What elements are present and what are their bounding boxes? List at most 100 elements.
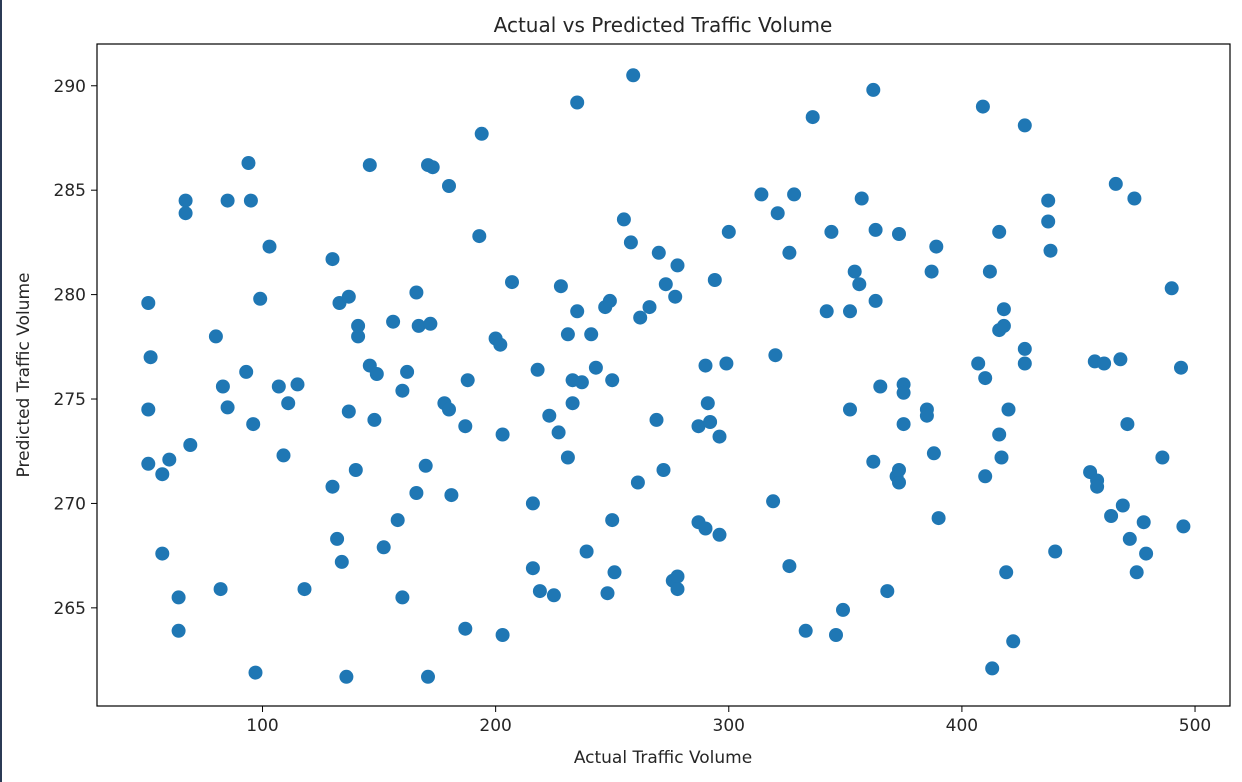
scatter-point — [143, 350, 158, 365]
scatter-point — [843, 402, 857, 417]
scatter-point — [409, 285, 424, 300]
scatter-point — [999, 565, 1014, 580]
scatter-point — [155, 467, 170, 482]
scatter-point — [220, 193, 235, 208]
scatter-point — [1164, 281, 1179, 296]
scatter-point — [996, 302, 1011, 317]
window-edge — [0, 0, 2, 782]
scatter-point — [411, 318, 426, 333]
scatter-point — [290, 377, 305, 392]
y-tick-label: 275 — [54, 390, 86, 410]
scatter-point — [341, 404, 356, 419]
scatter-point — [213, 582, 228, 597]
y-tick-label: 290 — [54, 77, 86, 97]
x-tick-label: 100 — [246, 716, 278, 736]
scatter-point — [892, 463, 906, 477]
scatter-point — [868, 222, 883, 237]
scatter-point — [239, 364, 254, 379]
scatter-point — [829, 628, 843, 642]
scatter-point — [605, 373, 620, 388]
scatter-point — [574, 375, 589, 390]
scatter-point — [703, 415, 718, 429]
scatter-point — [670, 582, 685, 597]
scatter-point — [155, 546, 170, 561]
scatter-point — [892, 475, 906, 490]
y-axis-label: Predicted Traffic Volume — [14, 273, 34, 478]
scatter-point — [847, 264, 862, 279]
scatter-point — [423, 316, 438, 331]
scatter-point — [1176, 519, 1191, 534]
scatter-point — [525, 496, 540, 511]
scatter-point — [805, 110, 820, 125]
scatter-point — [325, 479, 340, 494]
scatter-point — [852, 277, 867, 292]
scatter-point — [712, 429, 727, 444]
scatter-point — [642, 300, 657, 315]
scatter-point — [551, 425, 566, 440]
scatter-point — [1104, 509, 1119, 523]
scatter-point — [868, 293, 883, 308]
x-axis-label: Actual Traffic Volume — [574, 748, 752, 768]
x-tick-label: 400 — [946, 716, 978, 736]
scatter-point — [262, 239, 277, 254]
scatter-point — [474, 126, 489, 141]
scatter-point — [896, 385, 911, 400]
scatter-point — [495, 628, 510, 642]
scatter-point — [1001, 402, 1016, 417]
scatter-point — [1017, 356, 1032, 371]
scatter-point — [819, 304, 834, 319]
scatter-point — [472, 229, 487, 244]
y-tick-label: 265 — [54, 599, 86, 619]
scatter-point — [570, 95, 585, 110]
scatter-point — [495, 427, 510, 442]
scatter-point — [605, 513, 620, 528]
scatter-point — [668, 289, 683, 304]
scatter-point — [768, 348, 783, 363]
scatter-point — [584, 327, 599, 342]
scatter-point — [560, 327, 575, 342]
scatter-point — [276, 448, 291, 463]
scatter-point — [458, 419, 473, 434]
scatter-point — [553, 279, 568, 294]
scatter-point — [334, 554, 349, 569]
scatter-point — [530, 362, 545, 377]
scatter-point — [931, 511, 946, 526]
scatter-point — [171, 590, 186, 605]
scatter-point — [1115, 498, 1130, 513]
scatter-point — [766, 494, 781, 509]
scatter-point — [866, 454, 881, 469]
scatter-point — [348, 463, 363, 477]
scatter-point — [458, 621, 473, 636]
scatter-point — [994, 450, 1009, 465]
scatter-point — [395, 590, 410, 605]
y-tick-label: 270 — [54, 494, 86, 514]
scatter-point — [670, 569, 685, 584]
scatter-point — [978, 371, 993, 386]
scatter-point — [421, 669, 435, 684]
scatter-point — [579, 544, 594, 559]
scatter-point — [623, 235, 638, 250]
scatter-point — [325, 252, 340, 267]
scatter-point — [588, 360, 603, 375]
scatter-point — [798, 623, 813, 638]
scatter-point — [1017, 341, 1032, 356]
scatter-point — [339, 669, 354, 684]
scatter-point — [241, 156, 256, 170]
scatter-point — [442, 179, 456, 193]
scatter-point — [369, 367, 384, 381]
scatter-point — [892, 227, 906, 241]
scatter-point — [442, 402, 456, 417]
scatter-point — [390, 513, 405, 528]
scatter-point — [926, 446, 941, 461]
scatter-point — [246, 417, 261, 432]
scatter-point — [670, 258, 685, 273]
scatter-point — [141, 456, 156, 471]
chart-title: Actual vs Predicted Traffic Volume — [494, 13, 833, 37]
scatter-point — [880, 584, 895, 599]
scatter-point — [1136, 515, 1151, 530]
scatter-point — [824, 224, 839, 239]
scatter-point — [425, 160, 440, 175]
scatter-point — [1043, 243, 1058, 258]
scatter-point — [248, 665, 263, 680]
scatter-point — [698, 521, 713, 536]
